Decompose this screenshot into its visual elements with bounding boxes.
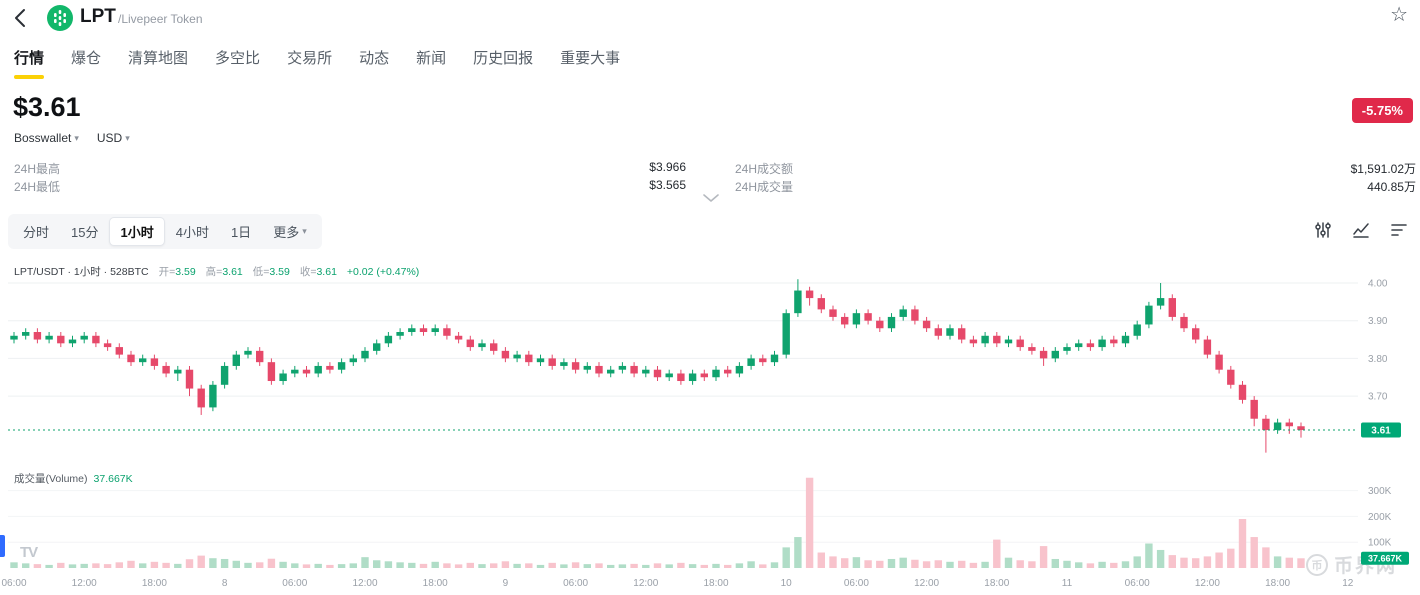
stat-24h-high-label: 24H最高 xyxy=(14,162,61,176)
svg-text:300K: 300K xyxy=(1368,486,1392,497)
svg-text:200K: 200K xyxy=(1368,512,1392,523)
svg-text:06:00: 06:00 xyxy=(563,578,588,589)
svg-text:12:00: 12:00 xyxy=(633,578,658,589)
current-price: $3.61 xyxy=(13,92,81,122)
last-volume-badge xyxy=(1361,551,1409,565)
svg-text:06:00: 06:00 xyxy=(844,578,869,589)
svg-text:9: 9 xyxy=(503,578,509,589)
svg-text:12:00: 12:00 xyxy=(352,578,377,589)
legend-symbol: LPT/USDT · 1小时 · 528BTC xyxy=(14,266,149,278)
svg-text:3.90: 3.90 xyxy=(1368,316,1388,327)
tab-动态[interactable]: 动态 xyxy=(359,50,390,67)
stat-24h-turnover-label: 24H成交额 xyxy=(735,162,794,176)
nav-tabs: 行情 爆仓 清算地图 多空比 交易所 动态 新闻 历史回报 重要大事 xyxy=(14,47,620,79)
favorite-star-icon[interactable]: ☆ xyxy=(1390,4,1408,26)
svg-text:18:00: 18:00 xyxy=(703,578,728,589)
stat-24h-volume-label: 24H成交量 xyxy=(735,180,794,194)
chart-legend: LPT/USDT · 1小时 · 528BTC 开=3.59 高=3.61 低=… xyxy=(14,266,420,278)
svg-text:37.667K: 37.667K xyxy=(1368,553,1403,563)
chevron-down-icon: ▾ xyxy=(125,132,130,143)
tab-清算地图[interactable]: 清算地图 xyxy=(128,50,189,67)
svg-text:3.70: 3.70 xyxy=(1368,392,1388,403)
svg-text:100K: 100K xyxy=(1368,538,1392,549)
timeframe-1日[interactable]: 1日 xyxy=(230,225,252,240)
tradingview-logo[interactable]: TV xyxy=(20,544,38,561)
currency-dropdown[interactable]: USD ▾ xyxy=(97,131,130,145)
svg-text:18:00: 18:00 xyxy=(142,578,167,589)
stat-24h-low-value: $3.565 xyxy=(649,178,686,192)
stat-24h-low-label: 24H最低 xyxy=(14,180,61,194)
axis-labels: 4.00 3.90 3.80 3.70 300K 200K 100K 06:00 12:00 18… xyxy=(1,279,1391,590)
chart-settings-icon[interactable] xyxy=(1390,221,1408,239)
svg-text:06:00: 06:00 xyxy=(282,578,307,589)
stat-24h-volume-value: 440.85万 xyxy=(1367,180,1416,194)
svg-text:06:00: 06:00 xyxy=(1,578,26,589)
watermark-logo-icon: 币 xyxy=(1306,553,1328,576)
svg-text:12:00: 12:00 xyxy=(914,578,939,589)
timeframe-分时[interactable]: 分时 xyxy=(23,225,50,240)
tab-爆仓[interactable]: 爆仓 xyxy=(71,50,102,67)
chart-style-icon[interactable] xyxy=(1352,221,1370,239)
svg-text:18:00: 18:00 xyxy=(1265,578,1290,589)
price-line-overlay: 3.61 37.667K xyxy=(8,422,1409,565)
tab-历史回报[interactable]: 历史回报 xyxy=(473,50,534,67)
tab-行情[interactable]: 行情 xyxy=(14,47,44,79)
timeframe-4小时[interactable]: 4小时 xyxy=(175,225,209,240)
candles xyxy=(10,279,1305,453)
chevron-down-icon: ▾ xyxy=(302,226,307,236)
collapse-stats-chevron-icon[interactable] xyxy=(703,194,719,203)
volume-legend: 成交量(Volume) 37.667K xyxy=(14,473,133,485)
lpt-token-logo-icon xyxy=(47,5,73,31)
svg-text:06:00: 06:00 xyxy=(1125,578,1150,589)
svg-text:3.61: 3.61 xyxy=(1371,426,1391,437)
legend-change: +0.02 (+0.47%) xyxy=(346,266,420,278)
chart-toolbar-icons xyxy=(1314,221,1408,239)
stat-24h-turnover-value: $1,591.02万 xyxy=(1350,162,1416,176)
token-name: /Livepeer Token xyxy=(118,12,203,26)
tab-多空比[interactable]: 多空比 xyxy=(215,50,261,67)
exchange-dropdown-label: Bosswallet xyxy=(14,131,72,145)
svg-text:12:00: 12:00 xyxy=(72,578,97,589)
left-edge-indicator xyxy=(0,535,5,557)
back-button[interactable] xyxy=(10,7,32,29)
svg-text:3.80: 3.80 xyxy=(1368,354,1388,365)
tab-重要大事[interactable]: 重要大事 xyxy=(560,50,621,67)
gridlines xyxy=(8,282,1358,543)
timeframe-更多[interactable]: 更多 ▾ xyxy=(273,225,307,240)
svg-text:4.00: 4.00 xyxy=(1368,279,1388,290)
svg-text:8: 8 xyxy=(222,578,228,589)
indicator-settings-icon[interactable] xyxy=(1314,221,1332,239)
exchange-dropdown[interactable]: Bosswallet ▾ xyxy=(14,131,79,145)
svg-text:18:00: 18:00 xyxy=(423,578,448,589)
svg-text:18:00: 18:00 xyxy=(984,578,1009,589)
svg-text:10: 10 xyxy=(781,578,793,589)
svg-text:12:00: 12:00 xyxy=(1195,578,1220,589)
currency-dropdown-label: USD xyxy=(96,131,123,145)
stat-24h-high-value: $3.966 xyxy=(649,160,686,174)
svg-text:12: 12 xyxy=(1342,578,1354,589)
price-change-badge: -5.75% xyxy=(1351,98,1413,123)
svg-text:11: 11 xyxy=(1062,578,1073,589)
source-row: Bosswallet ▾ USD ▾ xyxy=(14,131,130,145)
page-title: LPT xyxy=(80,6,116,27)
last-price-badge xyxy=(1361,422,1401,438)
tab-交易所[interactable]: 交易所 xyxy=(287,50,333,67)
chevron-down-icon: ▾ xyxy=(74,132,79,143)
timeframe-bar: 分时 15分 1小时 4小时 1日 更多 ▾ xyxy=(8,214,322,249)
volume-bars xyxy=(10,477,1305,568)
tab-新闻[interactable]: 新闻 xyxy=(416,50,447,67)
timeframe-1小时[interactable]: 1小时 xyxy=(109,217,165,246)
timeframe-15分[interactable]: 15分 xyxy=(71,225,99,240)
